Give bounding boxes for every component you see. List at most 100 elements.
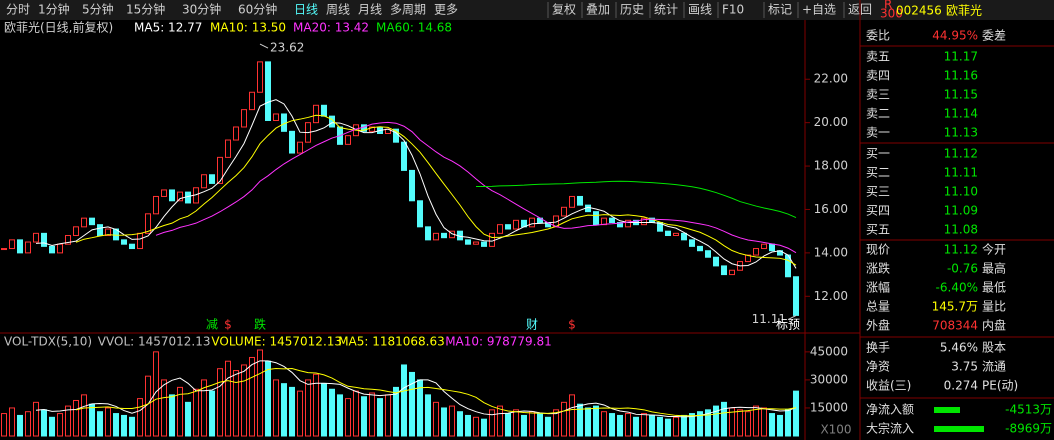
volume-bar (505, 413, 511, 437)
low-pointer (787, 315, 797, 321)
toolbar-button[interactable]: 统计 (654, 3, 678, 17)
event-marker[interactable]: $ (568, 318, 576, 332)
candle (33, 232, 39, 243)
ma-line (475, 180, 797, 218)
row-label: 最低 (982, 281, 1006, 295)
book-price: 11.13 (944, 126, 978, 140)
toolbar (0, 0, 1054, 20)
row-value: 5.46% (940, 341, 978, 355)
candle (321, 104, 327, 117)
volume-bar (201, 379, 207, 437)
row-label: 委差 (982, 29, 1006, 43)
book-price: 11.17 (944, 50, 978, 64)
volume-bar (681, 414, 687, 437)
volume-bar (161, 379, 167, 437)
toolbar-button[interactable]: 叠加 (586, 3, 610, 17)
candle (89, 217, 95, 226)
book-label: 买五 (866, 223, 890, 237)
book-price: 11.14 (944, 107, 978, 121)
volume-legend: VVOL: 1457012.13 (98, 335, 211, 349)
candle (465, 239, 471, 245)
toolbar-button[interactable]: 标记 (768, 3, 792, 17)
volume-bar (49, 416, 55, 437)
row-label: 涨跌 (866, 261, 890, 276)
volume-bar (489, 409, 495, 437)
volume-bar (281, 383, 287, 437)
candle (497, 224, 503, 234)
volume-bar (521, 414, 527, 437)
candle (73, 226, 79, 237)
candle (209, 174, 215, 184)
period-tab[interactable]: 周线 (326, 3, 350, 17)
candle (505, 224, 511, 230)
volume-legend: VOL-TDX(5,10) (4, 335, 92, 349)
volume-bar (1, 413, 7, 437)
candle (65, 235, 71, 245)
volume-bar (577, 403, 583, 437)
candle (137, 232, 143, 250)
badge: 300 (880, 7, 903, 21)
volume-bar (185, 401, 191, 437)
row-value: -6.40% (936, 281, 978, 295)
row-value: 708344 (932, 319, 978, 333)
volume-bar (81, 394, 87, 437)
ma-label: MA60: 14.68 (376, 21, 452, 35)
volume-bar (17, 414, 23, 437)
book-label: 卖四 (866, 69, 890, 83)
period-tab[interactable]: 月线 (358, 3, 382, 17)
toolbar-button[interactable]: 复权 (552, 3, 576, 17)
volume-bar (153, 351, 159, 437)
event-marker[interactable]: 财 (526, 318, 538, 332)
row-label: 外盘 (866, 318, 890, 333)
period-tab[interactable]: 更多 (434, 3, 458, 17)
volume-bar (401, 364, 407, 437)
row-value: 44.95% (932, 29, 978, 43)
event-marker[interactable]: 跌 (254, 317, 266, 332)
candle (153, 195, 159, 215)
event-marker[interactable]: 标预 (776, 318, 800, 332)
high-label: 23.62 (270, 41, 304, 55)
volume-bar (777, 414, 783, 437)
candle (177, 191, 183, 202)
volume-bar (737, 409, 743, 437)
candle (201, 174, 207, 189)
toolbar-button[interactable]: 画线 (688, 3, 712, 17)
volume-bar (345, 398, 351, 437)
period-tab[interactable]: 日线 (294, 3, 318, 17)
y-tick-label: 15000 (810, 400, 848, 414)
volume-bar (377, 398, 383, 437)
volume-bar (513, 409, 519, 437)
book-price: 11.16 (944, 69, 978, 83)
toolbar-button[interactable]: +自选 (802, 3, 836, 17)
candle (753, 248, 759, 256)
volume-bar (601, 411, 607, 437)
book-price: 11.09 (944, 204, 978, 218)
volume-bar (497, 405, 503, 437)
event-marker[interactable]: $ (224, 318, 232, 332)
volume-bar (313, 373, 319, 437)
volume-bar (217, 368, 223, 437)
volume-bar (393, 386, 399, 437)
volume-bar (337, 394, 343, 437)
toolbar-button[interactable]: F10 (722, 3, 744, 17)
candle (513, 219, 519, 230)
volume-bar (225, 360, 231, 437)
low-label: 11.11 (752, 312, 786, 326)
candle (577, 195, 583, 206)
period-tab[interactable]: 15分钟 (126, 2, 165, 17)
volume-bar (97, 411, 103, 437)
period-tab[interactable]: 多周期 (390, 3, 426, 17)
high-pointer (259, 43, 269, 49)
event-marker[interactable]: 减 (206, 318, 218, 332)
ma-label: MA20: 13.42 (293, 21, 369, 35)
period-tab[interactable]: 1分钟 (38, 2, 70, 17)
period-tab[interactable]: 5分钟 (82, 2, 114, 17)
candle (713, 256, 719, 267)
ma-line (155, 121, 797, 254)
toolbar-button[interactable]: 历史 (620, 3, 644, 17)
volume-bar (625, 413, 631, 437)
period-tab[interactable]: 60分钟 (238, 2, 277, 17)
toolbar-button[interactable]: 返回 (848, 3, 872, 17)
period-tab[interactable]: 30分钟 (182, 2, 221, 17)
period-tab[interactable]: 分时 (6, 3, 30, 17)
